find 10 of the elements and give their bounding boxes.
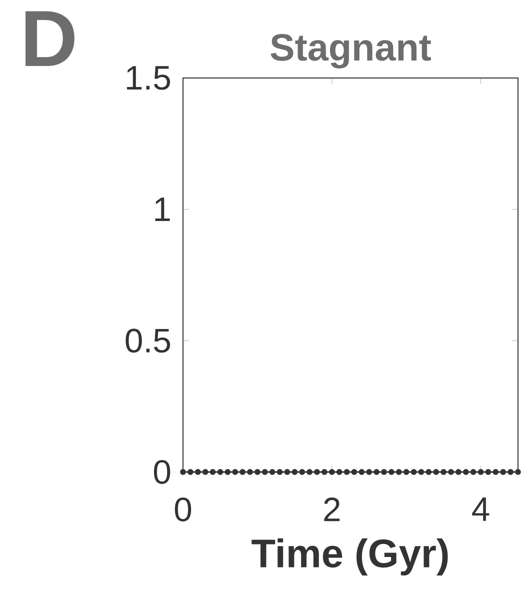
- chart-title: Stagnant: [270, 34, 432, 68]
- x-axis-title: Time (Gyr): [252, 538, 448, 576]
- x-tick-label: 4: [472, 498, 490, 521]
- y-tick-label: 0: [154, 460, 170, 484]
- y-tick-label: 0.5: [126, 328, 170, 353]
- x-tick-label: 0: [174, 498, 192, 522]
- x-tick-label: 2: [324, 498, 340, 522]
- y-tick-label: 1: [155, 198, 170, 221]
- text: D: [26, 11, 74, 66]
- y-tick-label: 1.5: [126, 66, 170, 90]
